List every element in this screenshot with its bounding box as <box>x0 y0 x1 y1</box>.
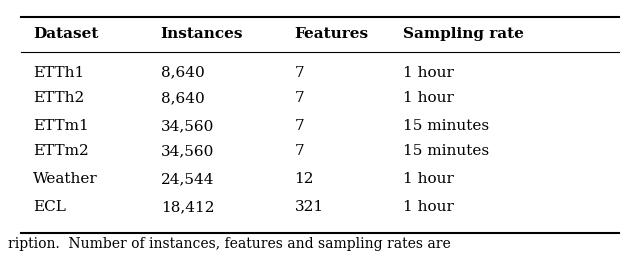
Text: 15 minutes: 15 minutes <box>403 119 489 133</box>
Text: ETTm1: ETTm1 <box>33 119 89 133</box>
Text: 7: 7 <box>294 119 304 133</box>
Text: 8,640: 8,640 <box>161 66 204 80</box>
Text: 34,560: 34,560 <box>161 144 214 158</box>
Text: Sampling rate: Sampling rate <box>403 27 524 41</box>
Text: ECL: ECL <box>33 200 66 214</box>
Text: 7: 7 <box>294 66 304 80</box>
Text: 24,544: 24,544 <box>161 172 214 186</box>
Text: ription.  Number of instances, features and sampling rates are: ription. Number of instances, features a… <box>8 236 451 251</box>
Text: ETTh1: ETTh1 <box>33 66 84 80</box>
Text: Weather: Weather <box>33 172 98 186</box>
Text: 1 hour: 1 hour <box>403 172 454 186</box>
Text: 1 hour: 1 hour <box>403 200 454 214</box>
Text: 12: 12 <box>294 172 314 186</box>
Text: ETTm2: ETTm2 <box>33 144 89 158</box>
Text: 8,640: 8,640 <box>161 91 204 105</box>
Text: 7: 7 <box>294 144 304 158</box>
Text: 34,560: 34,560 <box>161 119 214 133</box>
Text: ETTh2: ETTh2 <box>33 91 84 105</box>
Text: Instances: Instances <box>161 27 243 41</box>
Text: 1 hour: 1 hour <box>403 91 454 105</box>
Text: Features: Features <box>294 27 369 41</box>
Text: Dataset: Dataset <box>33 27 99 41</box>
Text: 15 minutes: 15 minutes <box>403 144 489 158</box>
Text: 1 hour: 1 hour <box>403 66 454 80</box>
Text: 18,412: 18,412 <box>161 200 214 214</box>
Text: 7: 7 <box>294 91 304 105</box>
Text: 321: 321 <box>294 200 324 214</box>
